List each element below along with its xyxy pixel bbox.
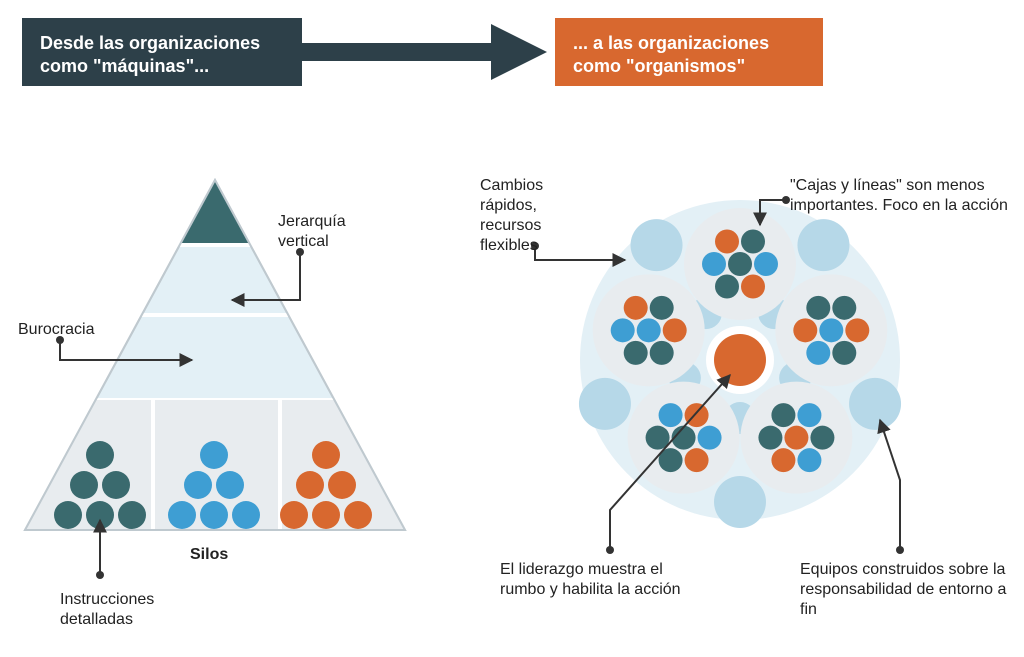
label-cajas: "Cajas y líneas" son menos importantes. … — [790, 176, 1020, 216]
label-instrucciones: Instrucciones detalladas — [60, 590, 230, 630]
label-silos: Silos — [190, 545, 270, 565]
diagram-svg — [0, 0, 1024, 657]
label-liderazgo: El liderazgo muestra el rumbo y habilita… — [500, 560, 700, 600]
label-burocracia: Burocracia — [18, 320, 138, 340]
diagram-stage: Desde las organizaciones como "máquinas"… — [0, 0, 1024, 657]
label-equipos: Equipos construidos sobre la responsabil… — [800, 560, 1010, 620]
label-cambios: Cambios rápidos, recursos flexibles — [480, 176, 600, 256]
label-jerarquia: Jerarquía vertical — [278, 212, 398, 252]
